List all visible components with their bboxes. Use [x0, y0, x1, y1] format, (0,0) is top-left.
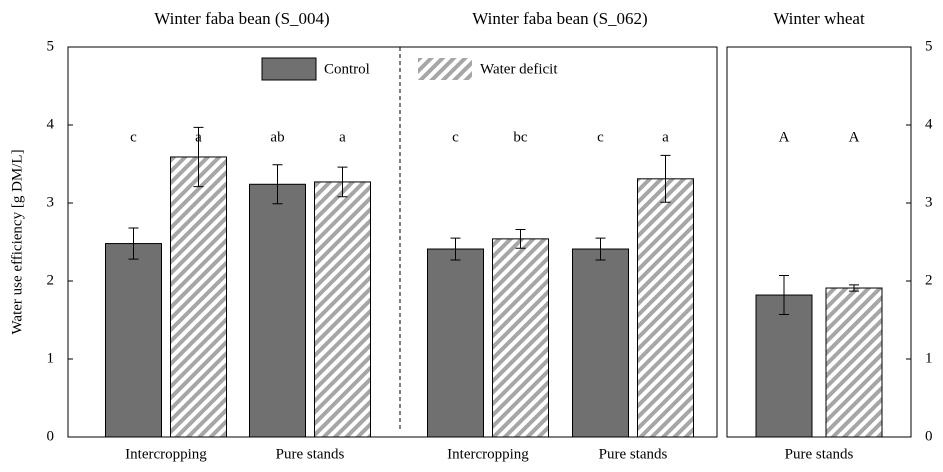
error-bar — [337, 166, 348, 198]
bar — [825, 287, 883, 438]
legend-swatch — [261, 57, 317, 81]
y-tick-label: 1 — [925, 350, 933, 366]
y-tick-label: 0 — [925, 428, 933, 444]
panel-frame — [726, 46, 912, 438]
significance-letter: a — [195, 129, 202, 145]
panel-frame — [67, 46, 718, 438]
y-tick-label: 4 — [925, 116, 933, 132]
legend-label: Control — [324, 61, 370, 77]
x-tick-label: Pure stands — [276, 446, 345, 462]
y-axis-label: Water use efficiency [g DM/L] — [9, 149, 25, 334]
x-tick-label: Intercropping — [125, 446, 207, 462]
error-bar — [193, 126, 204, 188]
significance-letter: c — [452, 129, 459, 145]
y-tick-label: 3 — [47, 194, 55, 210]
bar — [105, 243, 162, 438]
significance-letter: c — [130, 129, 137, 145]
y-tick-label: 3 — [925, 194, 933, 210]
y-tick-label: 0 — [47, 428, 55, 444]
bar — [314, 181, 371, 438]
significance-letter: bc — [513, 129, 528, 145]
y-tick-label: 1 — [47, 350, 55, 366]
significance-letter: a — [339, 129, 346, 145]
panel-title: Winter wheat — [773, 9, 865, 28]
error-bar — [779, 275, 789, 316]
error-bar — [450, 237, 461, 261]
error-bar — [595, 237, 606, 261]
group-title: Winter faba bean (S_004) — [154, 9, 329, 28]
y-tick-label: 2 — [47, 272, 55, 288]
y-tick-label: 5 — [47, 38, 55, 54]
significance-letter: ab — [270, 129, 284, 145]
significance-letter: c — [597, 129, 604, 145]
error-bar — [515, 229, 526, 249]
significance-letter: A — [849, 129, 860, 145]
error-bar — [849, 284, 859, 292]
error-bar — [272, 164, 283, 205]
legend-swatch — [418, 58, 472, 80]
legend-label: Water deficit — [480, 61, 558, 77]
group-title: Winter faba bean (S_062) — [472, 9, 647, 28]
error-bar — [128, 227, 139, 260]
y-tick-label: 4 — [47, 116, 55, 132]
bar — [492, 238, 549, 438]
x-tick-label: Intercropping — [447, 446, 529, 462]
y-tick-label: 5 — [925, 38, 933, 54]
bar — [755, 294, 813, 438]
x-tick-label: Pure stands — [785, 446, 854, 462]
significance-letter: A — [779, 129, 790, 145]
bar — [637, 178, 694, 438]
bar — [572, 248, 629, 438]
bar — [249, 183, 306, 438]
y-tick-label: 2 — [925, 272, 933, 288]
error-bar — [660, 154, 671, 203]
significance-letter: a — [662, 129, 669, 145]
bar — [170, 156, 227, 438]
x-tick-label: Pure stands — [599, 446, 668, 462]
bar — [427, 248, 484, 438]
